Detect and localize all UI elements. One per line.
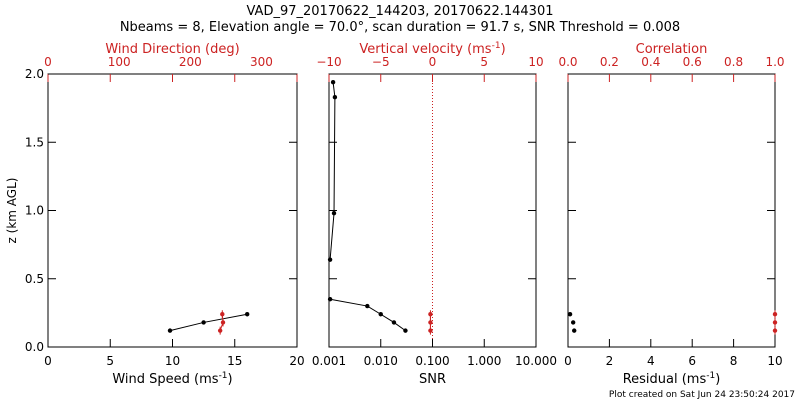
top-tick-label: 200 xyxy=(179,55,202,69)
data-point xyxy=(378,312,383,317)
y-tick-label: 0.0 xyxy=(25,340,44,354)
bottom-tick-label: 0 xyxy=(564,354,572,368)
y-tick-label: 0.5 xyxy=(25,272,44,286)
bottom-tick-label: 2 xyxy=(606,354,614,368)
top-tick-label: 5 xyxy=(480,55,488,69)
bottom-axis-title-text: SNR xyxy=(419,372,446,387)
top-tick-label: 1.0 xyxy=(765,55,784,69)
top-tick-label: −5 xyxy=(372,55,390,69)
data-point xyxy=(365,303,370,309)
top-tick-label: 100 xyxy=(108,55,131,69)
figure-title-line1: VAD_97_20170622_144203, 20170622.144301 xyxy=(247,4,554,19)
top-axis-title: Correlation xyxy=(636,42,708,57)
bottom-tick-label: 0.001 xyxy=(312,354,346,368)
bottom-tick-label: 1.000 xyxy=(467,354,501,368)
bottom-axis-title: Wind Speed (ms-1) xyxy=(112,371,232,387)
plot-frame xyxy=(567,73,776,348)
data-point xyxy=(570,320,576,325)
top-axis-title-superscript: -1 xyxy=(492,41,501,51)
bottom-tick-label: 0.010 xyxy=(364,354,398,368)
bottom-axis-title: SNR xyxy=(419,372,446,387)
top-axis-title-end: ) xyxy=(501,42,506,57)
top-tick-label: 0 xyxy=(429,55,437,69)
y-tick-label: 2.0 xyxy=(25,67,44,81)
top-tick-label: 0.8 xyxy=(724,55,743,69)
bottom-tick-label: 10 xyxy=(767,354,782,368)
panel-residual-correlation: 0 2 4 6 8 10 0.0 0.2 0.4 0.6 0.8 1.0 Residual (ms-1)… xyxy=(558,42,784,387)
bottom-axis-title-superscript: -1 xyxy=(706,371,715,381)
top-tick-label: 0.6 xyxy=(683,55,702,69)
top-tick-label: 300 xyxy=(250,55,273,69)
bottom-tick-label: 4 xyxy=(647,354,655,368)
top-axis-title-text: Wind Direction (deg) xyxy=(105,42,239,57)
plot-frame xyxy=(47,73,298,348)
bottom-tick-label: 10 xyxy=(165,354,180,368)
data-point xyxy=(572,328,577,333)
top-tick-label: 0.4 xyxy=(641,55,660,69)
bottom-tick-label: 8 xyxy=(730,354,738,368)
bottom-tick-label: 20 xyxy=(289,354,304,368)
data-point xyxy=(327,257,333,262)
data-point xyxy=(332,95,338,100)
top-tick-label: 0 xyxy=(44,55,52,69)
data-point xyxy=(391,320,397,325)
y-tick-label: 1.0 xyxy=(25,204,44,218)
data-point xyxy=(567,312,573,317)
top-tick-label: 10 xyxy=(528,55,543,69)
bottom-tick-label: 0.100 xyxy=(415,354,449,368)
top-tick-label: −10 xyxy=(316,55,341,69)
data-point xyxy=(201,320,206,325)
bottom-tick-label: 0 xyxy=(44,354,52,368)
data-point xyxy=(403,328,408,333)
data-point xyxy=(167,328,173,333)
bottom-axis-title-text: Residual (ms xyxy=(623,372,707,387)
plot-frame xyxy=(328,73,537,348)
data-point xyxy=(327,297,333,302)
plot-created-footer: Plot created on Sat Jun 24 23:50:24 2017 xyxy=(609,390,795,400)
top-tick-label: 0.0 xyxy=(558,55,577,69)
series-line-wind-speed xyxy=(169,313,248,332)
top-axis-title-text: Vertical velocity (ms xyxy=(359,42,491,57)
bottom-axis-title: Residual (ms-1) xyxy=(623,371,721,387)
figure-title-line2: Nbeams = 8, Elevation angle = 70.0°, sca… xyxy=(120,20,680,35)
data-point xyxy=(331,211,337,216)
y-axis-label: z (km AGL) xyxy=(5,178,19,244)
top-axis-title: Wind Direction (deg) xyxy=(105,42,239,57)
data-point xyxy=(330,79,336,85)
bottom-tick-label: 10.000 xyxy=(515,354,557,368)
bottom-tick-label: 6 xyxy=(688,354,696,368)
bottom-tick-label: 5 xyxy=(106,354,114,368)
top-axis-title-text: Correlation xyxy=(636,42,708,57)
series-line-snr-upper- xyxy=(329,82,336,260)
bottom-tick-label: 15 xyxy=(227,354,242,368)
top-tick-label: 0.2 xyxy=(600,55,619,69)
top-axis-title: Vertical velocity (ms-1) xyxy=(359,41,505,57)
bottom-axis-title-end: ) xyxy=(715,372,720,387)
panel-snr-vertical-velocity: 0.001 0.010 0.100 1.000 10.000 −10 −5 0 5 10 SNR Ve… xyxy=(312,41,557,387)
bottom-axis-title-end: ) xyxy=(228,372,233,387)
bottom-axis-title-superscript: -1 xyxy=(219,371,228,381)
data-point xyxy=(245,312,250,317)
bottom-axis-title-text: Wind Speed (ms xyxy=(112,372,218,387)
y-tick-label: 1.5 xyxy=(25,135,44,149)
